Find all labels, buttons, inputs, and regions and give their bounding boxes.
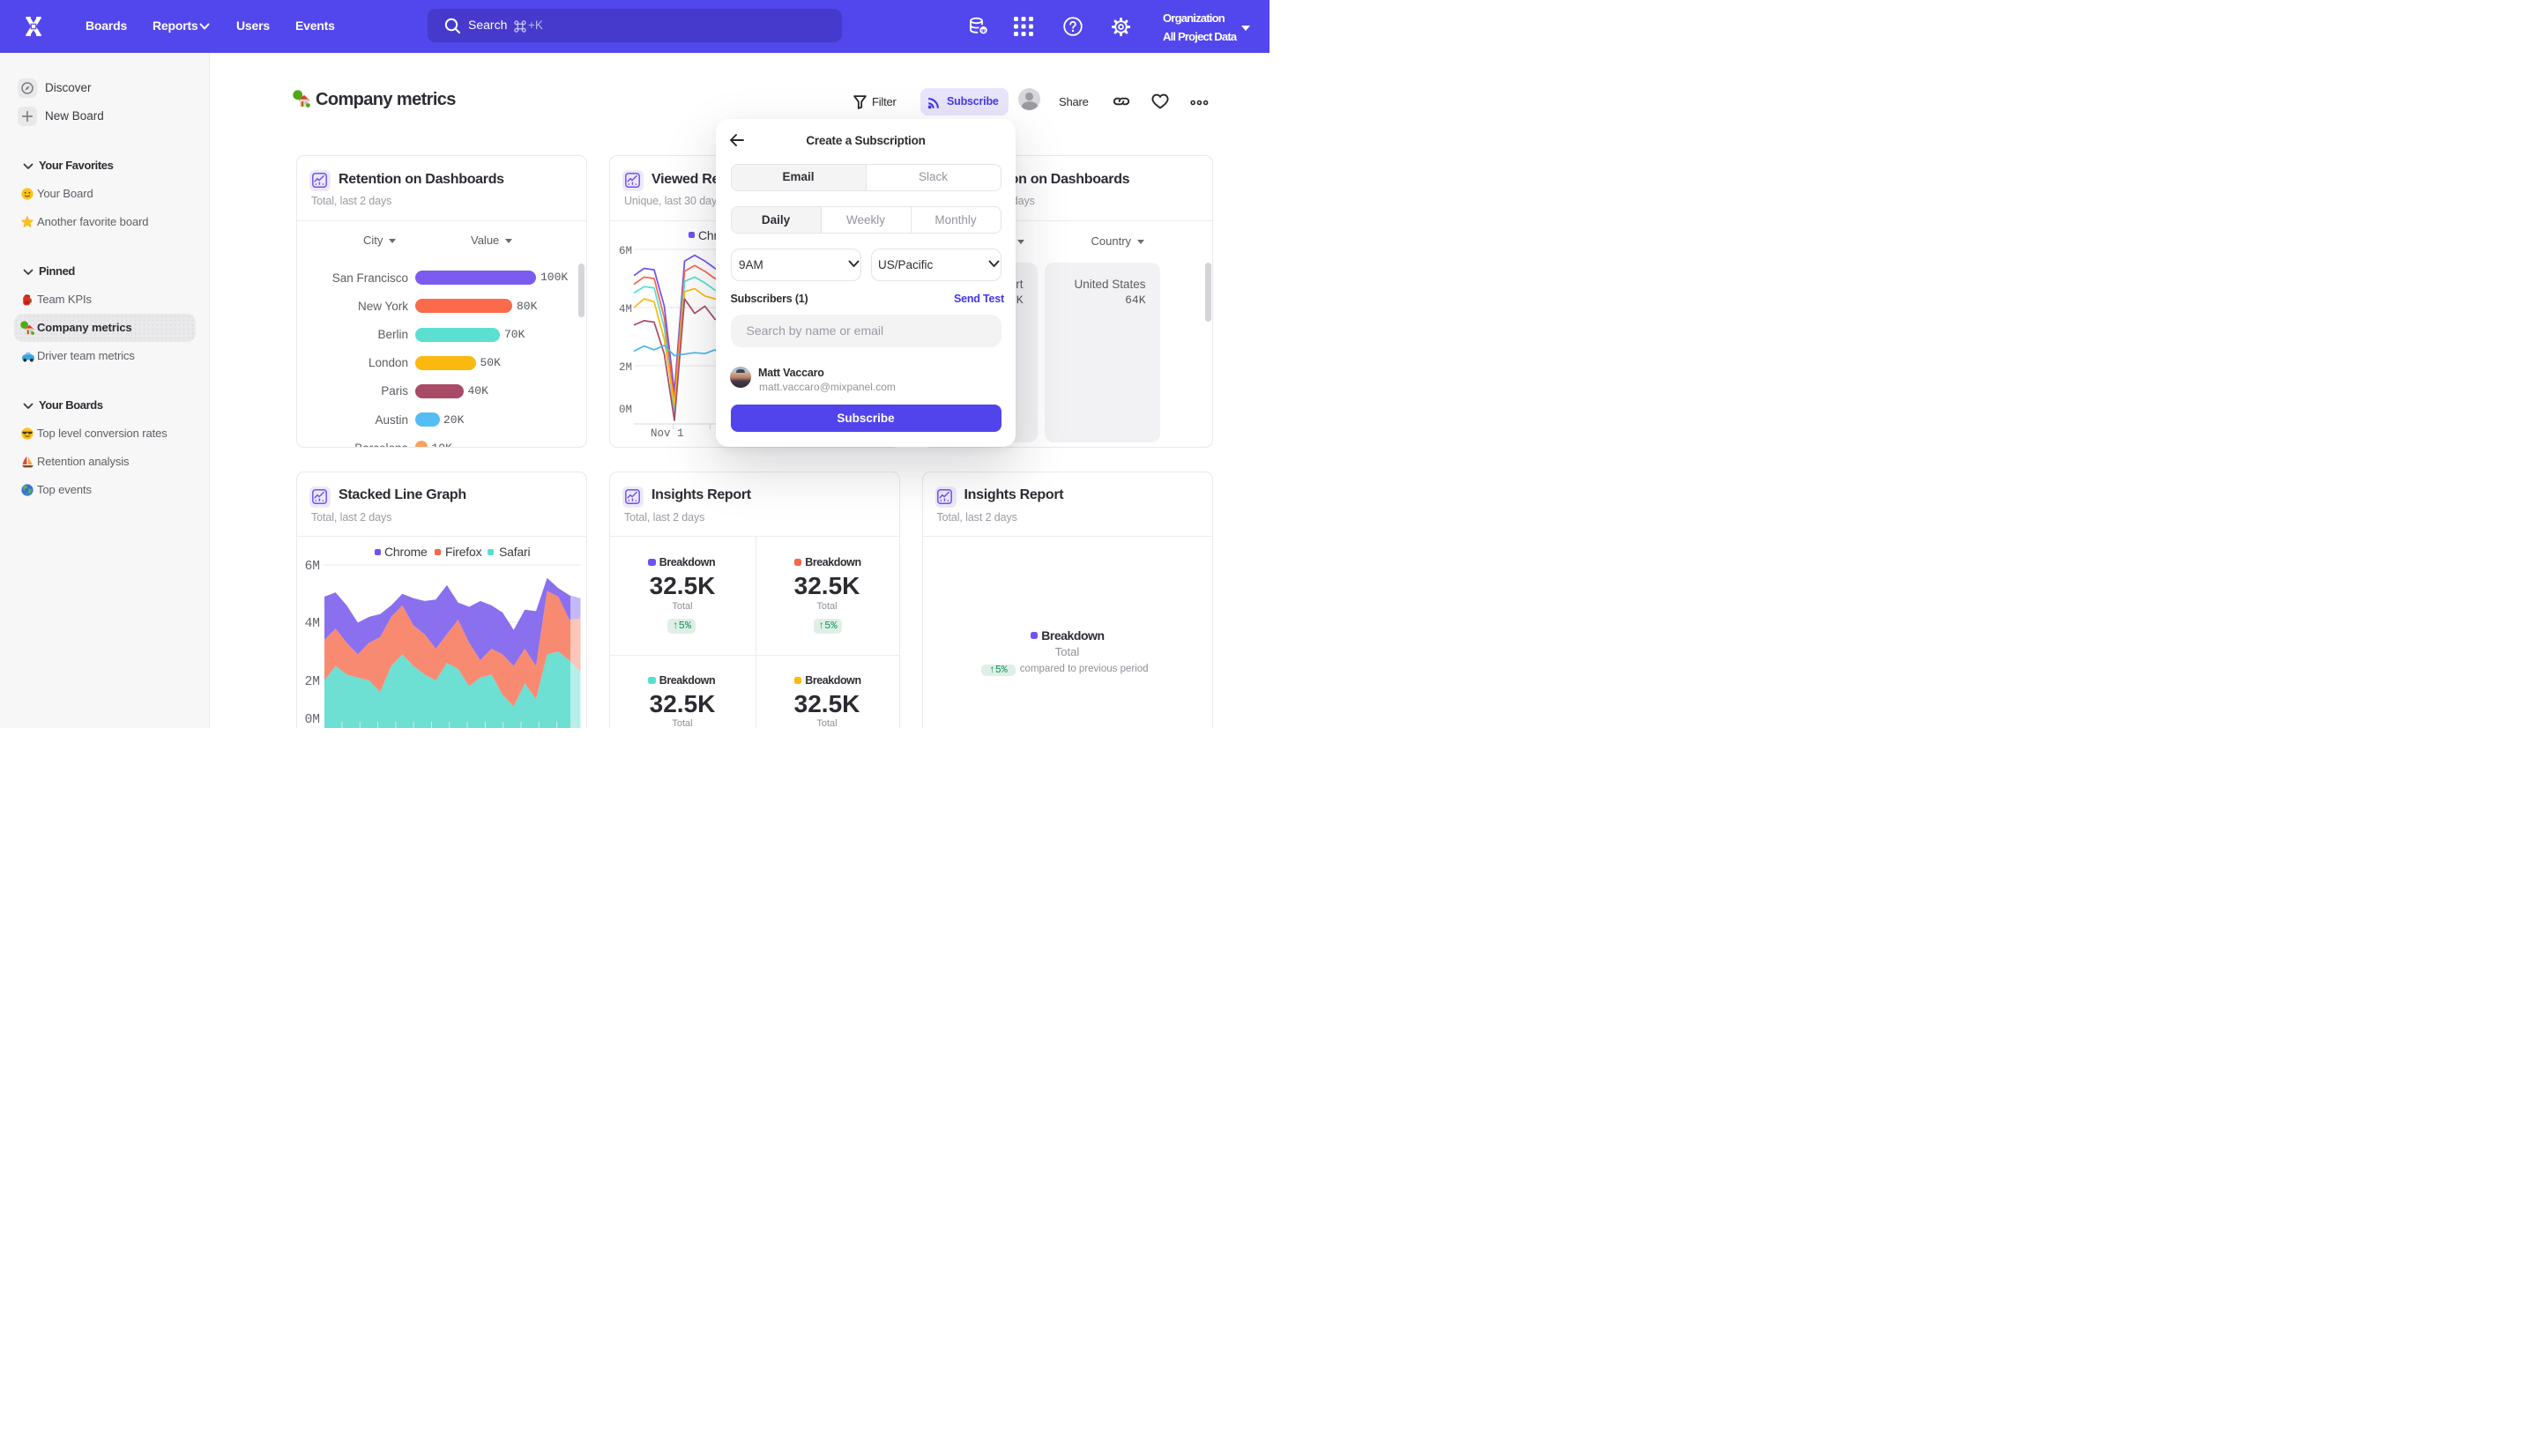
svg-text:2M: 2M [619,361,632,374]
svg-text:4M: 4M [305,617,320,631]
svg-text:6M: 6M [619,245,632,257]
svg-text:4M: 4M [619,303,632,316]
svg-text:6M: 6M [305,560,320,574]
svg-text:0M: 0M [305,713,320,727]
svg-text:0M: 0M [619,404,632,416]
svg-text:2M: 2M [305,675,320,689]
